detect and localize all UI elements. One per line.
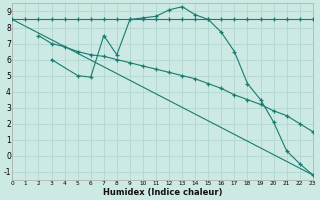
X-axis label: Humidex (Indice chaleur): Humidex (Indice chaleur) [103, 188, 222, 197]
